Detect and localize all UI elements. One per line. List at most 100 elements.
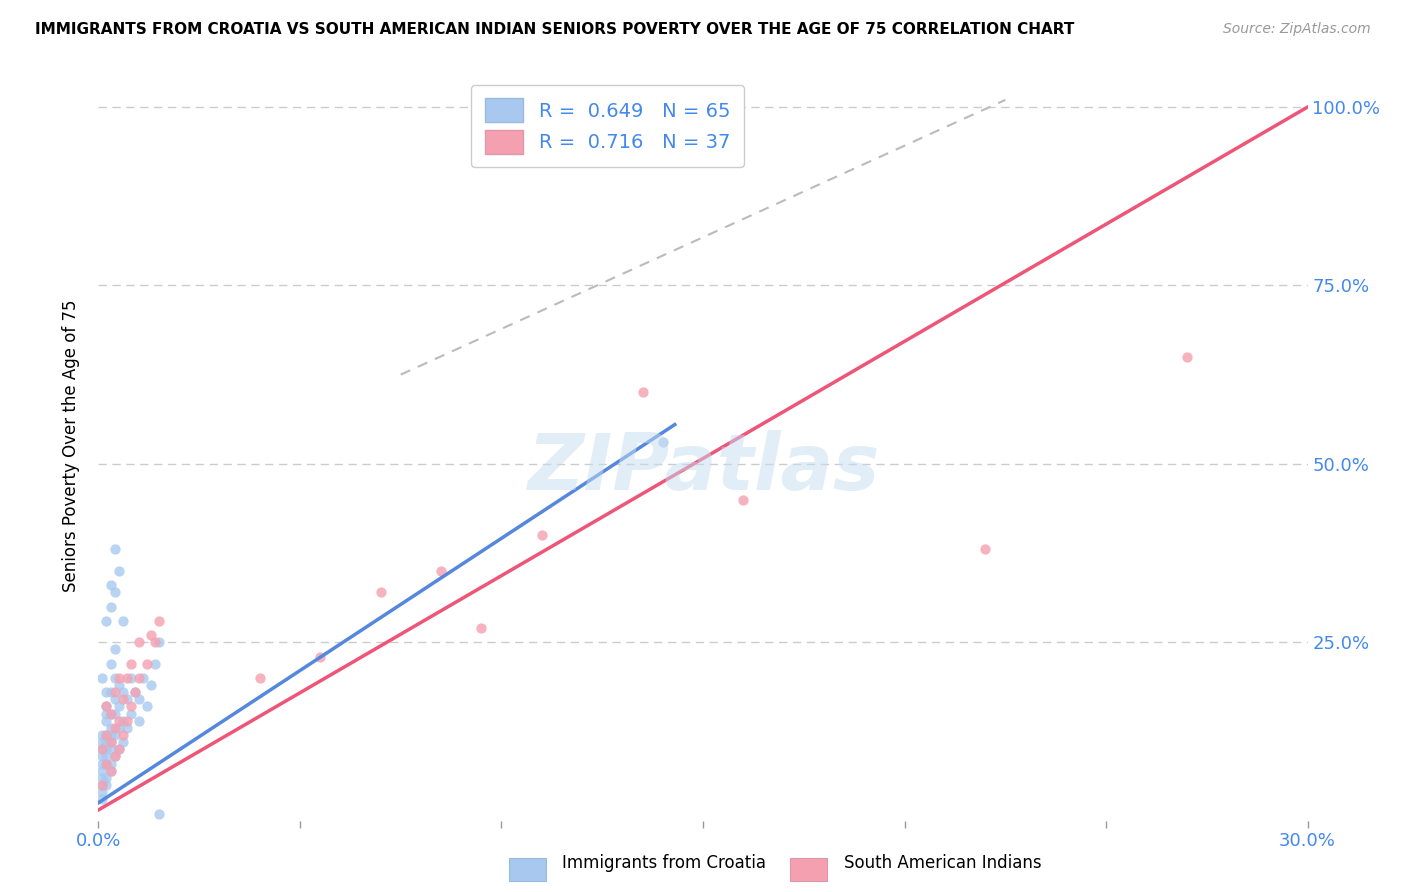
Point [91, 778, 114, 792]
Point [91, 671, 114, 685]
Point [96, 714, 118, 728]
Point [96, 699, 118, 714]
Point [100, 728, 122, 742]
Point [100, 764, 122, 778]
Point [96, 756, 118, 771]
Point [111, 614, 134, 628]
Point [100, 756, 122, 771]
Point [128, 714, 150, 728]
Point [631, 385, 654, 400]
Point [115, 721, 138, 735]
Point [107, 678, 129, 692]
Point [733, 492, 755, 507]
Point [91, 742, 114, 756]
Point [120, 671, 142, 685]
Point [111, 728, 134, 742]
Point [107, 671, 129, 685]
Point [100, 721, 122, 735]
Point [107, 714, 129, 728]
Point [96, 778, 118, 792]
Point [107, 742, 129, 756]
Point [124, 685, 146, 699]
Point [120, 657, 142, 671]
Point [249, 671, 271, 685]
Point [111, 685, 134, 699]
Point [107, 699, 129, 714]
Text: Immigrants from Croatia: Immigrants from Croatia [562, 855, 766, 872]
Point [100, 657, 122, 671]
Point [96, 735, 118, 749]
Point [100, 599, 122, 614]
Point [96, 614, 118, 628]
Point [530, 528, 553, 542]
Point [115, 671, 138, 685]
Point [103, 706, 125, 721]
Point [103, 585, 125, 599]
Point [470, 621, 492, 635]
Point [96, 706, 118, 721]
Point [651, 435, 673, 450]
Point [103, 728, 125, 742]
Point [103, 749, 125, 764]
Point [148, 806, 170, 821]
Point [124, 685, 146, 699]
Point [96, 756, 118, 771]
Point [103, 749, 125, 764]
Point [107, 721, 129, 735]
Point [107, 742, 129, 756]
Point [91, 764, 114, 778]
Point [96, 771, 118, 785]
Text: ZIPatlas: ZIPatlas [527, 431, 879, 507]
Point [103, 671, 125, 685]
Y-axis label: Seniors Poverty Over the Age of 75: Seniors Poverty Over the Age of 75 [62, 300, 80, 592]
Point [135, 699, 157, 714]
Legend: R =  0.649   N = 65, R =  0.716   N = 37: R = 0.649 N = 65, R = 0.716 N = 37 [471, 85, 744, 168]
Point [91, 728, 114, 742]
Point [100, 706, 122, 721]
Point [132, 671, 155, 685]
Point [1175, 350, 1198, 364]
Point [115, 692, 138, 706]
Point [128, 692, 150, 706]
Point [143, 657, 166, 671]
Point [115, 714, 138, 728]
Point [120, 706, 142, 721]
Point [96, 728, 118, 742]
Point [135, 657, 157, 671]
Point [309, 649, 332, 664]
Point [96, 728, 118, 742]
Point [91, 778, 114, 792]
Point [96, 685, 118, 699]
Point [370, 585, 392, 599]
Point [103, 542, 125, 557]
Point [111, 735, 134, 749]
Point [111, 714, 134, 728]
Point [96, 699, 118, 714]
Point [430, 564, 453, 578]
Text: South American Indians: South American Indians [844, 855, 1042, 872]
Point [148, 614, 170, 628]
Text: Source: ZipAtlas.com: Source: ZipAtlas.com [1223, 22, 1371, 37]
Point [974, 542, 997, 557]
Point [91, 785, 114, 799]
Point [96, 742, 118, 756]
Point [91, 792, 114, 806]
Point [128, 635, 150, 649]
Point [91, 756, 114, 771]
Point [103, 642, 125, 657]
Point [100, 742, 122, 756]
Point [91, 742, 114, 756]
Point [100, 764, 122, 778]
Point [91, 771, 114, 785]
Point [100, 578, 122, 592]
Point [107, 564, 129, 578]
Point [100, 685, 122, 699]
Point [120, 699, 142, 714]
Text: IMMIGRANTS FROM CROATIA VS SOUTH AMERICAN INDIAN SENIORS POVERTY OVER THE AGE OF: IMMIGRANTS FROM CROATIA VS SOUTH AMERICA… [35, 22, 1074, 37]
Point [103, 721, 125, 735]
Point [100, 706, 122, 721]
Point [100, 735, 122, 749]
Point [103, 685, 125, 699]
Point [91, 735, 114, 749]
Point [139, 628, 162, 642]
